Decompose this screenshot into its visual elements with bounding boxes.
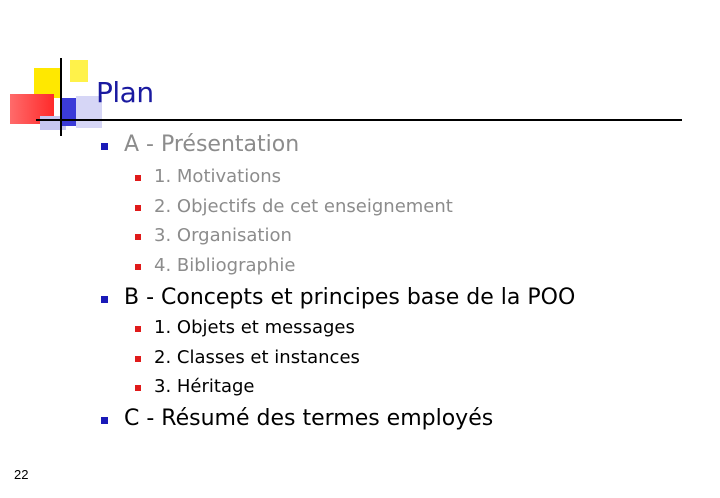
outline-subitem: 3. Héritage [135, 376, 255, 397]
slide-title: Plan [96, 76, 154, 109]
outline-item-c: C - Résumé des termes employés [101, 406, 494, 431]
outline-item-a: A - Présentation [101, 132, 300, 157]
red-square-bullet-icon [135, 385, 141, 391]
outline-subitem: 2. Classes et instances [135, 347, 360, 368]
red-square-bullet-icon [135, 356, 141, 362]
red-square-bullet-icon [135, 326, 141, 332]
decorative-logo [0, 0, 110, 140]
outline-subitem: 3. Organisation [135, 225, 292, 246]
blue-square-bullet-icon [101, 143, 108, 150]
outline-subitem-label: 2. Classes et instances [154, 347, 360, 368]
outline-subitem-label: 3. Héritage [154, 376, 255, 397]
blue-square-bullet-icon [101, 296, 108, 303]
outline-item-label: B - Concepts et principes base de la POO [124, 285, 576, 310]
outline-item-b: B - Concepts et principes base de la POO [101, 285, 576, 310]
blue-square-bullet-icon [101, 417, 108, 424]
outline-subitem: 1. Objets et messages [135, 317, 355, 338]
outline-subitem-label: 3. Organisation [154, 225, 292, 246]
outline-subitem-label: 4. Bibliographie [154, 255, 296, 276]
logo-yellow-square-small [70, 60, 88, 82]
page-number: 22 [14, 467, 29, 482]
logo-blue-square [62, 98, 76, 126]
outline-subitem: 4. Bibliographie [135, 255, 296, 276]
red-square-bullet-icon [135, 175, 141, 181]
outline-item-label: A - Présentation [124, 132, 300, 157]
outline-item-label: C - Résumé des termes employés [124, 406, 494, 431]
outline-subitem: 2. Objectifs de cet enseignement [135, 196, 453, 217]
red-square-bullet-icon [135, 205, 141, 211]
red-square-bullet-icon [135, 234, 141, 240]
logo-vertical-line [60, 58, 62, 136]
outline-subitem: 1. Motivations [135, 166, 282, 187]
logo-yellow-square [34, 68, 62, 98]
outline-subitem-label: 2. Objectifs de cet enseignement [154, 196, 453, 217]
logo-lightblue-square [76, 96, 102, 128]
red-square-bullet-icon [135, 264, 141, 270]
outline-subitem-label: 1. Motivations [154, 166, 282, 187]
outline-subitem-label: 1. Objets et messages [154, 317, 355, 338]
title-underline [36, 119, 682, 121]
